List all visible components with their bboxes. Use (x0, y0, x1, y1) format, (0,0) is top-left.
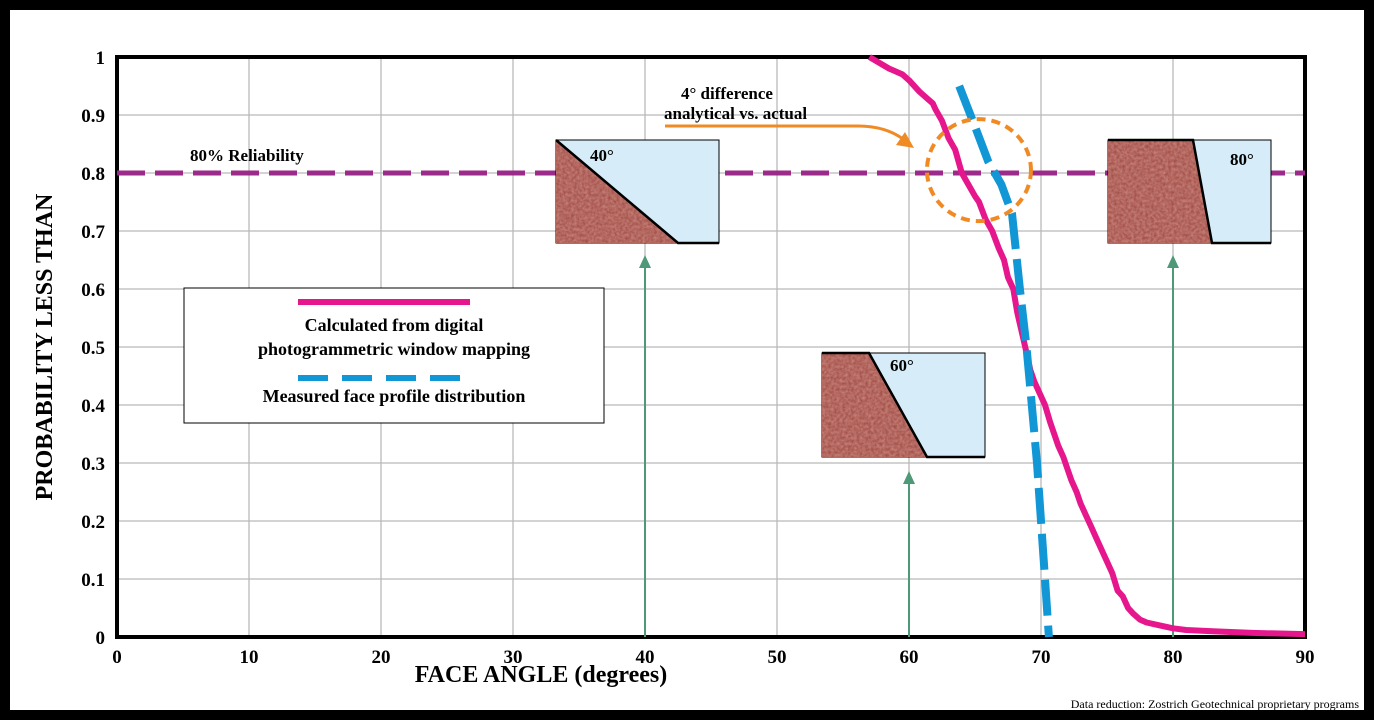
difference-arrow (665, 124, 904, 141)
x-tick-label: 70 (1032, 647, 1051, 668)
inset-40: 40° (555, 139, 720, 245)
difference-arrowhead (896, 132, 914, 148)
x-tick-label: 20 (372, 647, 391, 668)
y-tick-label: 0.8 (81, 164, 105, 185)
inset-slope-face (1108, 138, 1271, 245)
credit-text: Data reduction: Zostrich Geotechnical pr… (1071, 697, 1360, 711)
x-tick-label: 80 (1164, 647, 1183, 668)
legend-label-calculated-1: Calculated from digital (305, 315, 484, 335)
y-axis-title: PROBABILITY LESS THAN (32, 193, 58, 500)
y-tick-label: 0.3 (81, 454, 105, 475)
tick-labels: 0 10 20 30 40 50 60 70 80 90 0 0.1 0.2 0.3 0.4 0.5 0.6 0.… (81, 48, 1314, 668)
x-tick-label: 30 (504, 647, 523, 668)
inset-slope-face (555, 139, 719, 245)
inset-arrowhead (1167, 255, 1179, 268)
inset-80: 80° (1107, 138, 1272, 245)
legend-label-calculated-2: photogrammetric window mapping (258, 339, 530, 359)
difference-circle (924, 117, 1033, 224)
legend: Calculated from digital photogrammetric … (183, 287, 605, 424)
x-tick-label: 0 (112, 647, 122, 668)
legend-label-measured: Measured face profile distribution (263, 386, 526, 406)
inset-rock-texture (822, 353, 927, 457)
inset-arrowhead (639, 255, 651, 268)
y-tick-label: 0.5 (81, 338, 105, 359)
legend-box (183, 287, 605, 424)
plot-area (115, 55, 1307, 639)
y-tick-label: 0.9 (81, 106, 105, 127)
inset-arrows (639, 255, 1179, 637)
inset-rock-texture (1108, 140, 1212, 243)
annotation-line-1: 4° difference (681, 84, 773, 103)
x-tick-label: 60 (900, 647, 919, 668)
difference-annotation: 4° difference analytical vs. actual (664, 84, 1033, 224)
x-tick-label: 10 (240, 647, 259, 668)
annotation-line-2: analytical vs. actual (664, 104, 807, 123)
series-measured-line (955, 84, 1053, 638)
x-tick-label: 50 (768, 647, 787, 668)
inset-angle-label: 60° (890, 356, 914, 375)
inset-60: 60° (821, 351, 986, 459)
y-tick-label: 0.7 (81, 222, 105, 243)
y-tick-label: 0.6 (81, 280, 105, 301)
inset-angle-label: 80° (1230, 150, 1254, 169)
x-axis-title: FACE ANGLE (degrees) (415, 662, 667, 688)
y-tick-label: 1 (96, 48, 106, 69)
y-tick-label: 0.2 (81, 512, 105, 533)
y-tick-label: 0.1 (81, 570, 105, 591)
series-calculated-line (867, 54, 1306, 638)
inset-arrowhead (903, 471, 915, 484)
y-tick-label: 0 (96, 628, 106, 649)
reliability-label: 80% Reliability (190, 146, 304, 165)
inset-angle-label: 40° (590, 146, 614, 165)
x-tick-label: 90 (1296, 647, 1315, 668)
y-tick-label: 0.4 (81, 396, 105, 417)
x-tick-label: 40 (636, 647, 655, 668)
slope-insets: 40° 60° 80° (555, 138, 1272, 459)
inset-slope-face (822, 351, 985, 459)
